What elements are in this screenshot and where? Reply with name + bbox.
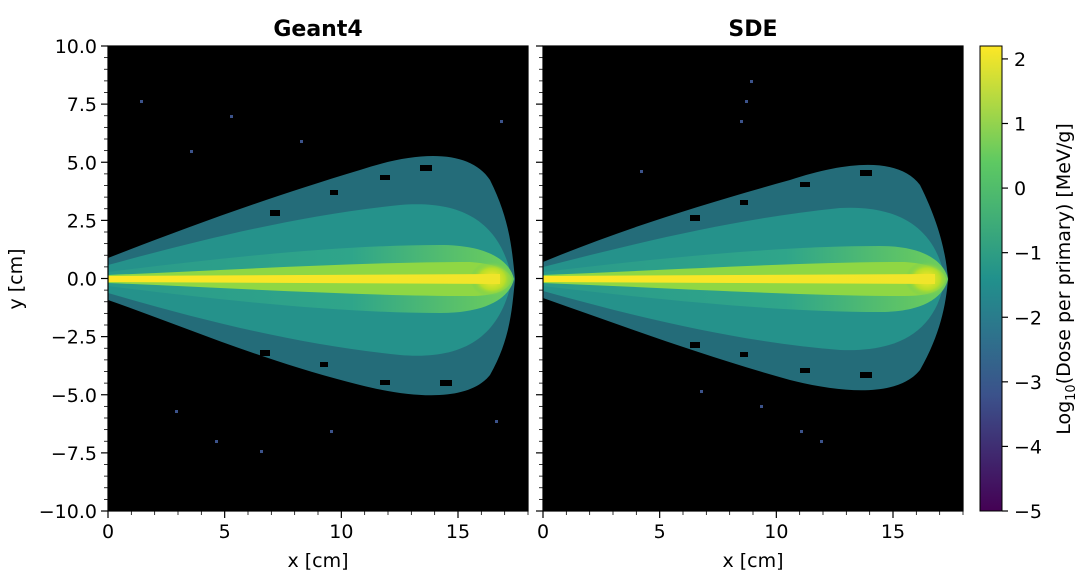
colorbar-tick-label: 0 [1014, 178, 1026, 200]
x-tick-label: 5 [654, 521, 666, 543]
chart-title: Geant4 [273, 17, 362, 42]
colorbar: 2 1 0 −1 −2 −3 −4 −5 Log10(Dose per primary) [M… [979, 45, 1079, 523]
y-tick-label: −7.5 [51, 443, 97, 465]
colorbar-gradient [979, 45, 1003, 512]
y-tick-label: −5.0 [51, 385, 97, 407]
colorbar-tick-label: −3 [1014, 372, 1042, 394]
x-tick-label: 5 [219, 521, 231, 543]
colorbar-tick-label: −5 [1014, 501, 1042, 523]
colorbar-label: Log10(Dose per primary) [MeV/g] [1053, 123, 1079, 435]
y-ticks: 10.0 7.5 5.0 2.5 0.0 −2.5 −5.0 −7.5 −10.0 [39, 36, 108, 523]
x-tick-label: 10 [764, 521, 788, 543]
panel-geant4: Geant4 [5, 17, 529, 572]
colorbar-tick-label: −1 [1014, 243, 1042, 265]
y-tick-label: 0.0 [67, 269, 97, 291]
x-axis-label: x [cm] [722, 550, 783, 572]
y-tick-label: 10.0 [55, 36, 97, 58]
x-tick-label: 15 [881, 521, 905, 543]
chart-title: SDE [728, 17, 777, 42]
y-tick-label: −2.5 [51, 327, 97, 349]
y-tick-label: 7.5 [67, 94, 97, 116]
x-ticks: 0 5 10 15 [537, 511, 964, 543]
x-axis-label: x [cm] [287, 550, 348, 572]
dose-distribution [543, 80, 949, 443]
x-tick-label: 10 [329, 521, 353, 543]
colorbar-tick-label: −4 [1014, 436, 1042, 458]
y-tick-label: −10.0 [39, 501, 97, 523]
x-tick-label: 0 [102, 521, 114, 543]
x-tick-label: 0 [537, 521, 549, 543]
x-ticks: 0 5 10 15 [102, 511, 529, 543]
colorbar-ticks: 2 1 0 −1 −2 −3 −4 −5 [1002, 49, 1042, 523]
colorbar-tick-label: 2 [1014, 49, 1026, 71]
panel-sde: SDE 0 5 10 15 x [cm] [536, 17, 964, 572]
y-axis-label: y [cm] [5, 248, 27, 309]
y-tick-label: 2.5 [67, 210, 97, 232]
x-tick-label: 15 [446, 521, 470, 543]
dose-distribution [108, 100, 515, 453]
colorbar-tick-label: 1 [1014, 114, 1026, 136]
y-ticks [536, 45, 543, 512]
colorbar-tick-label: −2 [1014, 307, 1042, 329]
y-tick-label: 5.0 [67, 152, 97, 174]
